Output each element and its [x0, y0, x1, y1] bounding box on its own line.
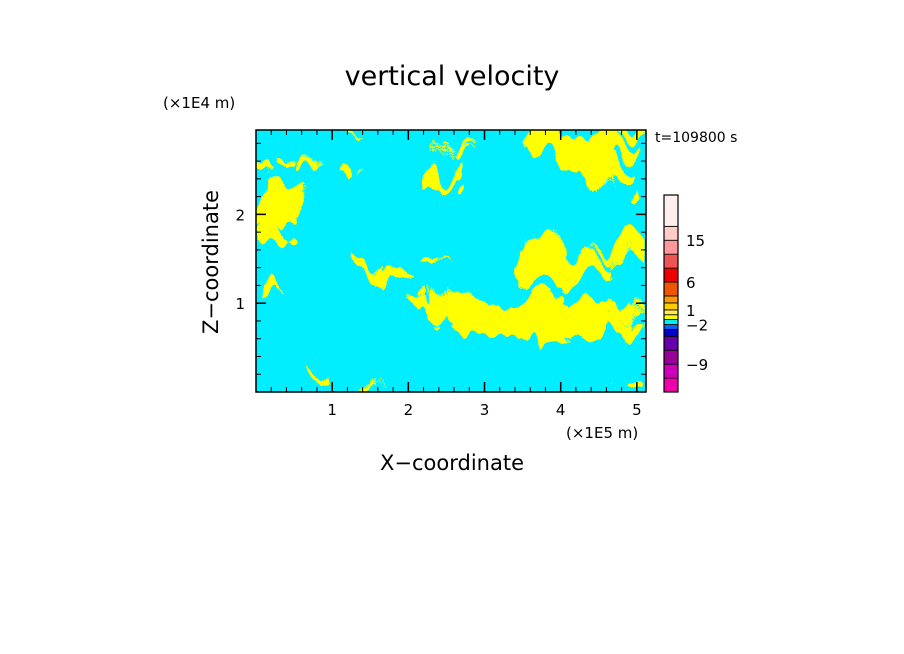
- colorbar-band: [663, 194, 679, 227]
- colorbar-label: 15: [686, 232, 705, 250]
- x-tick-label: 4: [556, 401, 566, 419]
- colorbar-band: [663, 314, 679, 321]
- colorbar-label: −2: [686, 316, 708, 334]
- colorbar-frame: [663, 194, 679, 393]
- colorbar-band: [663, 309, 679, 316]
- x-tick-label: 3: [480, 401, 490, 419]
- colorbar-band: [663, 253, 679, 269]
- x-unit-label: (×1E5 m): [566, 424, 638, 442]
- y-tick-label: 2: [235, 206, 245, 224]
- x-tick-label: 1: [327, 401, 337, 419]
- colorbar-band: [663, 377, 679, 393]
- colorbar-band: [663, 319, 679, 325]
- plot-frame: [255, 129, 647, 393]
- colorbar: 15 6 1−2 −9: [663, 194, 708, 393]
- x-axis-label: X−coordinate: [380, 451, 524, 475]
- colorbar-band: [663, 328, 679, 337]
- y-unit-label: (×1E4 m): [163, 94, 235, 112]
- time-label: t=109800 s: [655, 130, 737, 146]
- colorbar-band: [663, 239, 679, 255]
- positive-velocity-field: [256, 130, 646, 392]
- x-axis-ticks: 1 2 3 4 5: [270, 130, 642, 419]
- colorbar-band: [663, 302, 679, 311]
- x-tick-label: 2: [404, 401, 414, 419]
- colorbar-band: [663, 363, 679, 379]
- colorbar-label: 1: [686, 302, 696, 320]
- x-tick-label: 5: [632, 401, 642, 419]
- colorbar-label: 6: [686, 274, 696, 292]
- colorbar-band: [663, 349, 679, 365]
- colorbar-band: [663, 267, 679, 283]
- chart-title: vertical velocity: [345, 61, 560, 92]
- y-axis-ticks: 12: [235, 142, 646, 375]
- colorbar-band: [663, 281, 679, 297]
- colorbar-band: [663, 335, 679, 351]
- colorbar-label: −9: [686, 356, 708, 374]
- colorbar-band: [663, 295, 679, 304]
- colorbar-band: [663, 225, 679, 241]
- y-tick-label: 1: [235, 295, 245, 313]
- colorbar-band: [663, 324, 679, 330]
- y-axis-label: Z−coordinate: [199, 190, 223, 334]
- plot-area: [256, 130, 646, 392]
